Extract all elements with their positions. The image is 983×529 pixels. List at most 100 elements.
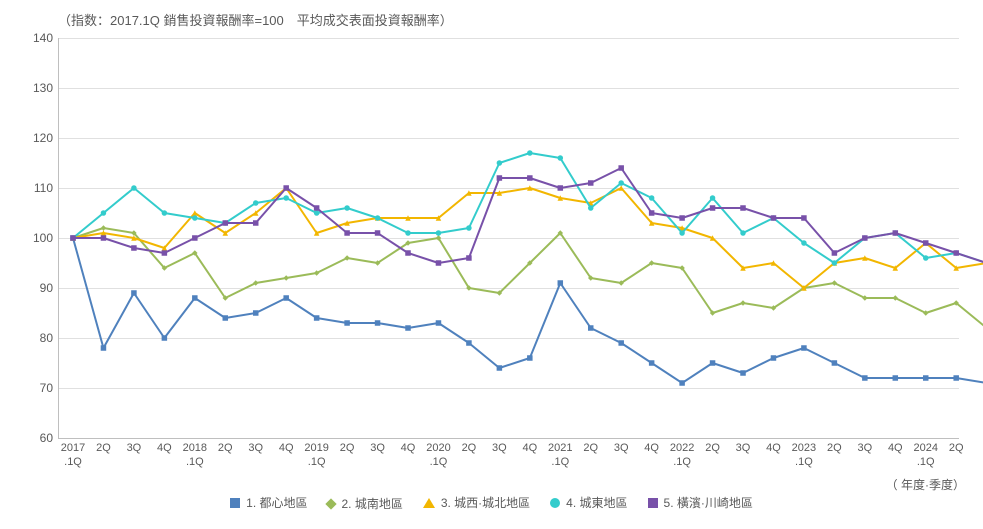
data-marker xyxy=(162,210,168,216)
x-tick-label: 2Q xyxy=(705,442,720,456)
data-marker xyxy=(344,230,350,236)
data-marker xyxy=(253,220,258,226)
data-marker xyxy=(497,175,503,181)
data-marker xyxy=(588,180,594,186)
x-tick-label: 4Q xyxy=(157,442,172,456)
data-marker xyxy=(862,235,868,241)
data-marker xyxy=(801,345,807,351)
chart-svg xyxy=(59,38,959,438)
data-marker xyxy=(375,230,381,236)
data-marker xyxy=(801,240,807,246)
data-marker xyxy=(710,195,716,201)
data-marker xyxy=(923,375,929,381)
legend-swatch-icon xyxy=(648,498,658,508)
data-marker xyxy=(953,375,959,381)
data-marker xyxy=(710,360,716,366)
data-marker xyxy=(832,360,838,366)
data-marker xyxy=(101,235,107,241)
chart-title: （指数：2017.1Q 銷售投資報酬率=100 平均成交表面投資報酬率） xyxy=(58,10,973,29)
data-marker xyxy=(649,360,655,366)
x-tick-label: 2Q xyxy=(340,442,355,456)
y-tick-label: 90 xyxy=(21,281,53,295)
data-marker xyxy=(405,250,411,256)
data-marker xyxy=(192,295,198,301)
data-marker xyxy=(771,355,777,361)
y-gridline xyxy=(59,438,959,439)
data-marker xyxy=(588,205,594,211)
legend-item-s1: 1. 都心地區 xyxy=(230,494,307,511)
x-tick-label: 2019.1Q xyxy=(304,442,328,470)
data-marker xyxy=(618,340,624,346)
x-tick-label: 4Q xyxy=(522,442,537,456)
chart-container: （指数：2017.1Q 銷售投資報酬率=100 平均成交表面投資報酬率） 607… xyxy=(10,10,973,519)
x-tick-label: 4Q xyxy=(644,442,659,456)
data-marker xyxy=(649,195,655,201)
data-marker xyxy=(649,210,655,216)
x-tick-label: 2Q xyxy=(949,442,964,456)
legend-swatch-icon xyxy=(230,498,240,508)
x-tick-label: 3Q xyxy=(248,442,263,456)
data-marker xyxy=(283,295,289,301)
y-tick-label: 120 xyxy=(21,131,53,145)
x-tick-label: 2023.1Q xyxy=(792,442,816,470)
legend: 1. 都心地區 2. 城南地區 3. 城西·城北地區 4. 城東地區 5. 橫濱·川崎地… xyxy=(10,494,973,512)
data-marker xyxy=(283,185,289,191)
data-marker xyxy=(344,320,350,326)
data-marker xyxy=(101,345,107,351)
x-tick-label: 3Q xyxy=(370,442,385,456)
data-marker xyxy=(679,380,685,386)
data-marker xyxy=(801,215,807,221)
data-marker xyxy=(405,325,411,331)
x-tick-label: 2020.1Q xyxy=(426,442,450,470)
data-marker xyxy=(405,230,411,236)
x-tick-label: 2017.1Q xyxy=(61,442,85,470)
data-marker xyxy=(862,375,868,381)
legend-label: 4. 城東地區 xyxy=(566,494,627,511)
data-marker xyxy=(740,300,746,306)
data-marker xyxy=(923,240,929,246)
legend-swatch-icon xyxy=(326,498,337,509)
data-marker xyxy=(131,290,137,296)
data-marker xyxy=(497,365,503,371)
x-tick-label: 2018.1Q xyxy=(183,442,207,470)
plot-area: 60708090100110120130140 2017.1Q2Q3Q4Q201… xyxy=(58,38,959,439)
x-tick-label: 4Q xyxy=(401,442,416,456)
x-axis-title: （ 年度·季度） xyxy=(886,476,965,493)
data-marker xyxy=(893,230,899,236)
legend-label: 3. 城西·城北地區 xyxy=(441,494,530,511)
data-marker xyxy=(192,215,198,221)
data-marker xyxy=(192,210,198,216)
data-marker xyxy=(223,220,229,226)
x-tick-label: 2Q xyxy=(218,442,233,456)
data-marker xyxy=(893,375,899,381)
data-marker xyxy=(740,230,746,236)
data-marker xyxy=(558,155,564,161)
legend-item-s5: 5. 橫濱·川崎地區 xyxy=(648,494,753,511)
data-marker xyxy=(588,325,594,331)
legend-label: 1. 都心地區 xyxy=(246,494,307,511)
legend-label: 2. 城南地區 xyxy=(341,495,402,512)
legend-swatch-icon xyxy=(550,498,560,508)
data-marker xyxy=(131,245,137,251)
legend-label: 5. 橫濱·川崎地區 xyxy=(664,494,753,511)
y-tick-label: 110 xyxy=(21,181,53,195)
data-marker xyxy=(953,250,959,256)
x-tick-label: 4Q xyxy=(766,442,781,456)
y-tick-label: 130 xyxy=(21,81,53,95)
x-tick-label: 2Q xyxy=(96,442,111,456)
data-marker xyxy=(162,250,168,256)
data-marker xyxy=(375,320,381,326)
data-marker xyxy=(679,215,685,221)
legend-item-s3: 3. 城西·城北地區 xyxy=(423,494,530,511)
data-marker xyxy=(70,235,76,241)
x-tick-label: 3Q xyxy=(857,442,872,456)
x-tick-label: 2Q xyxy=(462,442,477,456)
series-line-s3 xyxy=(73,188,983,303)
data-marker xyxy=(618,180,624,186)
data-marker xyxy=(314,315,320,321)
x-tick-label: 4Q xyxy=(279,442,294,456)
x-tick-label: 4Q xyxy=(888,442,903,456)
x-tick-label: 3Q xyxy=(736,442,751,456)
legend-item-s4: 4. 城東地區 xyxy=(550,494,627,511)
data-marker xyxy=(527,150,533,156)
